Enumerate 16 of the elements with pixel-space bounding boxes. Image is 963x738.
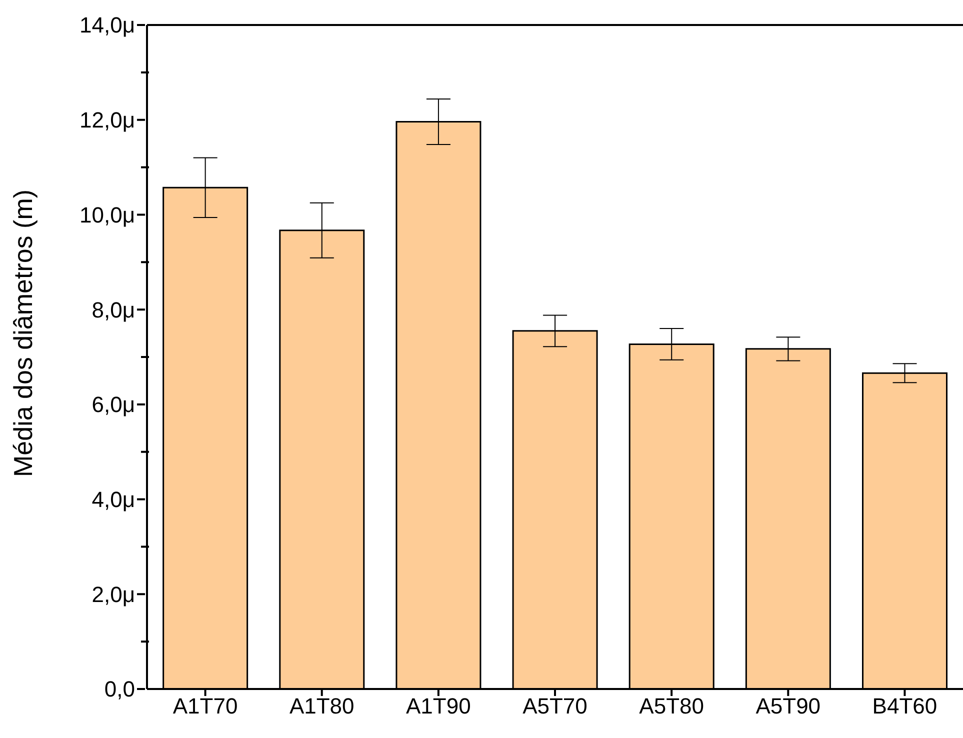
y-tick-label: 0,0 bbox=[104, 676, 135, 702]
y-tick-label: 10,0μ bbox=[80, 202, 135, 228]
x-tick-label: A1T80 bbox=[289, 694, 354, 719]
y-tick-label: 12,0μ bbox=[80, 108, 135, 133]
y-tick-label: 4,0μ bbox=[92, 486, 135, 512]
x-tick-label: A5T70 bbox=[522, 694, 588, 719]
x-tick-label: A1T90 bbox=[406, 694, 471, 719]
y-tick-label: 2,0μ bbox=[92, 582, 135, 607]
y-tick-label: 14,0μ bbox=[80, 12, 135, 38]
x-tick-label: A5T80 bbox=[639, 694, 704, 719]
y-tick-label: 8,0μ bbox=[92, 297, 135, 322]
x-tick-label: A1T70 bbox=[172, 694, 238, 719]
x-tick-label: B4T60 bbox=[872, 694, 938, 719]
x-tick-label: A5T90 bbox=[756, 694, 821, 719]
y-tick-label: 6,0μ bbox=[92, 392, 135, 418]
y-axis-title: Média dos diâmetros (m) bbox=[8, 189, 38, 477]
